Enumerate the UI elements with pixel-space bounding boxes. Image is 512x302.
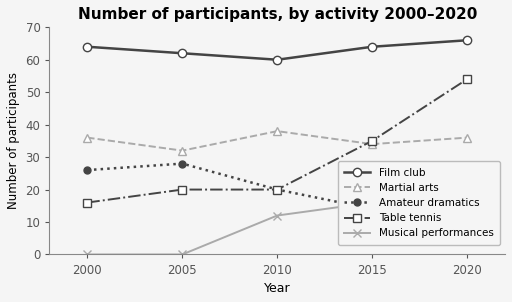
Legend: Film club, Martial arts, Amateur dramatics, Table tennis, Musical performances: Film club, Martial arts, Amateur dramati… — [338, 161, 500, 245]
Martial arts — [464, 136, 470, 140]
Martial arts — [274, 129, 280, 133]
Line: Musical performances: Musical performances — [83, 189, 471, 259]
Film club — [274, 58, 280, 62]
Table tennis — [369, 139, 375, 143]
Film club — [84, 45, 91, 49]
Amateur dramatics — [369, 207, 375, 211]
Table tennis — [179, 188, 185, 191]
Line: Martial arts: Martial arts — [83, 127, 471, 155]
Musical performances — [274, 214, 280, 217]
Amateur dramatics — [464, 233, 470, 237]
Martial arts — [369, 142, 375, 146]
Amateur dramatics — [179, 162, 185, 165]
Musical performances — [179, 253, 185, 256]
Musical performances — [369, 201, 375, 204]
Line: Amateur dramatics: Amateur dramatics — [84, 160, 471, 239]
Amateur dramatics — [84, 168, 91, 172]
Martial arts — [84, 136, 91, 140]
Amateur dramatics — [274, 188, 280, 191]
Table tennis — [274, 188, 280, 191]
Martial arts — [179, 149, 185, 153]
Film club — [179, 51, 185, 55]
Table tennis — [464, 77, 470, 81]
X-axis label: Year: Year — [264, 282, 290, 295]
Line: Table tennis: Table tennis — [83, 75, 471, 207]
Table tennis — [84, 201, 91, 204]
Film club — [464, 38, 470, 42]
Musical performances — [84, 253, 91, 256]
Line: Film club: Film club — [83, 36, 471, 64]
Y-axis label: Number of participants: Number of participants — [7, 72, 20, 209]
Film club — [369, 45, 375, 49]
Title: Number of participants, by activity 2000–2020: Number of participants, by activity 2000… — [77, 7, 477, 22]
Musical performances — [464, 191, 470, 194]
